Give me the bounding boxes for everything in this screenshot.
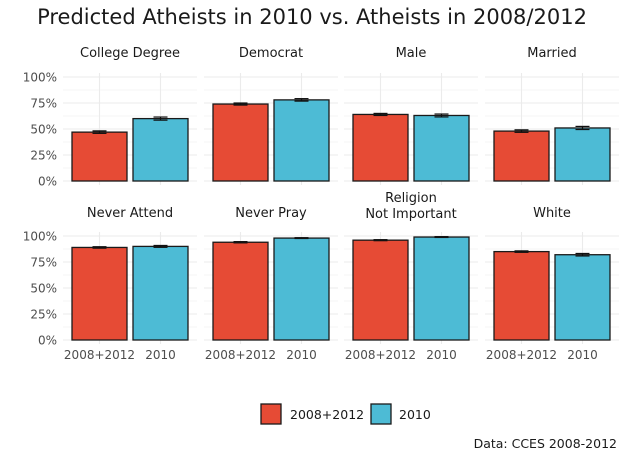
bar: [71, 131, 128, 182]
x-tick-label: 2010: [567, 348, 598, 362]
facet-panel: Never Pray 2008+2012 2010: [204, 206, 338, 362]
facet-title: Married: [527, 46, 577, 61]
facet-title: Male: [396, 46, 427, 61]
facet-panel: Democrat: [204, 46, 338, 185]
legend-label: 2008+2012: [290, 407, 364, 422]
facet-title: White: [533, 206, 571, 221]
bar: [493, 130, 550, 182]
facet-title: College Degree: [80, 46, 180, 61]
facet-panel: White 2008+2012 2010: [485, 206, 619, 362]
y-tick-label: 25%: [30, 149, 57, 163]
bar: [554, 254, 611, 341]
facet-title: Democrat: [239, 46, 303, 61]
x-tick-label: 2008+2012: [205, 348, 276, 362]
y-tick-label: 100%: [23, 71, 57, 85]
legend-swatch: [370, 403, 392, 425]
facet-panel: Male: [344, 46, 478, 185]
bar: [273, 99, 330, 182]
legend-label: 2010: [399, 407, 431, 422]
bar: [132, 245, 189, 341]
facet-panel: College Degree 0% 25% 50% 75% 100%: [23, 46, 197, 189]
legend: 2008+2012 2010: [260, 403, 431, 425]
legend-item: 2010: [370, 403, 431, 425]
x-tick-label: 2008+2012: [345, 348, 416, 362]
bar: [413, 114, 470, 182]
chart-title: Predicted Atheists in 2010 vs. Atheists …: [37, 5, 587, 29]
facet-title: Never Pray: [235, 206, 307, 221]
facet-panel: Religion Not Important 2008+2012 2010: [344, 191, 478, 362]
x-tick-label: 2010: [145, 348, 176, 362]
y-tick-label: 75%: [30, 97, 57, 111]
facet-panel: Never Attend 0% 25% 50% 75% 100% 2008+2012 2010: [23, 206, 197, 362]
bar: [493, 250, 550, 341]
y-tick-label: 100%: [23, 230, 57, 244]
y-tick-label: 0%: [38, 175, 57, 189]
legend-swatch: [260, 403, 282, 425]
bar: [132, 117, 189, 182]
y-tick-label: 0%: [38, 334, 57, 348]
bar: [71, 246, 128, 341]
legend-item: 2008+2012: [260, 403, 364, 425]
facet-panels: College Degree 0% 25% 50% 75% 100% Democrat Mal…: [23, 46, 619, 362]
facet-panel: Married: [485, 46, 619, 185]
bar: [352, 113, 409, 182]
chart-caption: Data: CCES 2008-2012: [474, 436, 617, 451]
y-tick-label: 50%: [30, 123, 57, 137]
bar: [413, 236, 470, 341]
bar: [212, 103, 269, 182]
facet-title: Religion Not Important: [365, 191, 456, 222]
x-tick-label: 2010: [426, 348, 457, 362]
bar: [554, 127, 611, 182]
bar: [212, 241, 269, 341]
y-tick-label: 50%: [30, 282, 57, 296]
x-tick-label: 2010: [286, 348, 317, 362]
facet-title-line: Not Important: [365, 207, 456, 222]
x-tick-label: 2008+2012: [64, 348, 135, 362]
facet-title: Never Attend: [87, 206, 173, 221]
bar: [273, 237, 330, 341]
y-tick-label: 75%: [30, 256, 57, 270]
facet-title-line: Religion: [385, 191, 437, 206]
y-tick-label: 25%: [30, 308, 57, 322]
bar: [352, 239, 409, 341]
x-tick-label: 2008+2012: [486, 348, 557, 362]
